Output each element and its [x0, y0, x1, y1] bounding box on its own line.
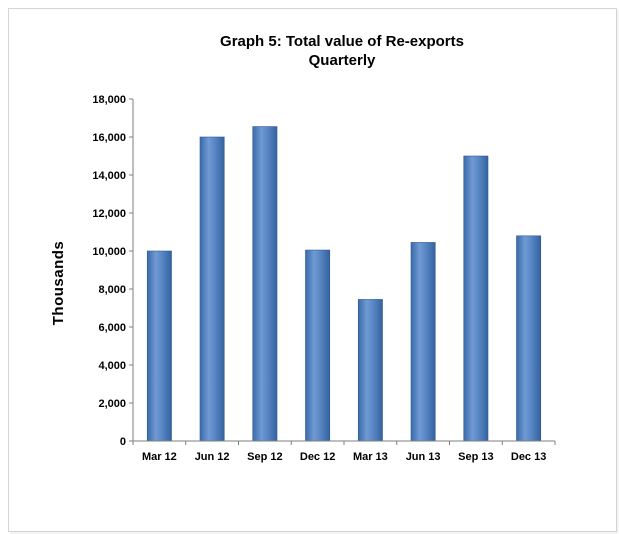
y-tick-label: 16,000 [92, 132, 126, 144]
x-axis: Mar 12 Jun 12 Sep 12 Dec 12 Mar 13 Jun 13 Sep … [132, 440, 556, 463]
chart-title: Graph 5: Total value of Re-exports [220, 33, 464, 50]
x-tick-label: Jun 12 [195, 451, 230, 463]
bar [252, 126, 278, 442]
y-tick-label: 18,000 [92, 94, 126, 106]
x-tick-label: Sep 13 [458, 451, 493, 463]
x-tick-label: Dec 13 [511, 451, 546, 463]
bar [516, 235, 542, 442]
x-tick-label: Sep 12 [247, 451, 282, 463]
x-tick-label: Mar 12 [142, 451, 177, 463]
y-tick-label: 12,000 [92, 208, 126, 220]
y-tick-label: 8,000 [98, 284, 126, 296]
x-tick-label: Dec 12 [300, 451, 335, 463]
bar [146, 250, 172, 442]
bar [305, 249, 331, 442]
bar [463, 155, 489, 442]
x-tick-label: Mar 13 [353, 451, 388, 463]
bar [410, 242, 436, 442]
y-tick-label: 2,000 [98, 398, 126, 410]
x-tick-label: Jun 13 [406, 451, 441, 463]
y-tick-label: 10,000 [92, 246, 126, 258]
y-tick-label: 14,000 [92, 170, 126, 182]
bar [199, 136, 225, 442]
y-tick-label: 0 [120, 436, 126, 448]
y-tick-label: 6,000 [98, 322, 126, 334]
y-tick-label: 4,000 [98, 360, 126, 372]
bars [146, 126, 542, 442]
y-axis: 0 2,000 4,000 6,000 8,000 10,000 12,000 14,000 1… [92, 94, 134, 448]
y-axis-label: Thousands [50, 241, 67, 326]
chart-subtitle: Quarterly [309, 52, 376, 69]
bar [357, 299, 383, 442]
